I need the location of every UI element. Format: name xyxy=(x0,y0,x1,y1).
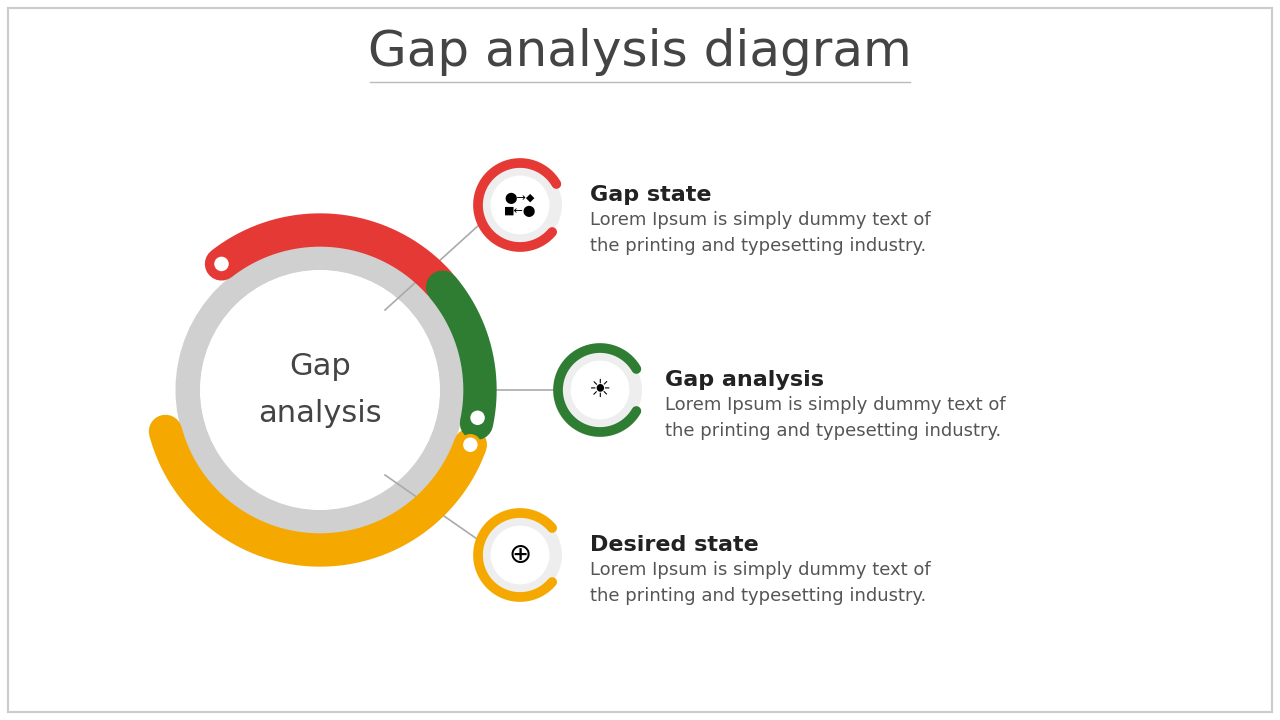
Circle shape xyxy=(461,436,479,454)
Text: Gap
analysis: Gap analysis xyxy=(259,352,381,428)
Text: Desired state: Desired state xyxy=(590,535,759,555)
Circle shape xyxy=(477,513,562,597)
Text: ⊕: ⊕ xyxy=(508,541,531,569)
Circle shape xyxy=(571,361,630,419)
Circle shape xyxy=(558,348,643,432)
Text: ☀: ☀ xyxy=(589,378,611,402)
Circle shape xyxy=(468,409,486,427)
Circle shape xyxy=(477,163,562,247)
Circle shape xyxy=(200,270,440,510)
Circle shape xyxy=(490,526,549,585)
Circle shape xyxy=(212,255,230,273)
Text: Gap state: Gap state xyxy=(590,185,712,205)
Text: Gap analysis: Gap analysis xyxy=(666,370,824,390)
Text: ⬤→◆
■←⬤: ⬤→◆ ■←⬤ xyxy=(504,193,536,217)
Text: Lorem Ipsum is simply dummy text of
the printing and typesetting industry.: Lorem Ipsum is simply dummy text of the … xyxy=(590,211,931,256)
Text: Lorem Ipsum is simply dummy text of
the printing and typesetting industry.: Lorem Ipsum is simply dummy text of the … xyxy=(666,396,1006,441)
Circle shape xyxy=(490,176,549,235)
Text: Lorem Ipsum is simply dummy text of
the printing and typesetting industry.: Lorem Ipsum is simply dummy text of the … xyxy=(590,561,931,606)
Text: Gap analysis diagram: Gap analysis diagram xyxy=(369,28,911,76)
